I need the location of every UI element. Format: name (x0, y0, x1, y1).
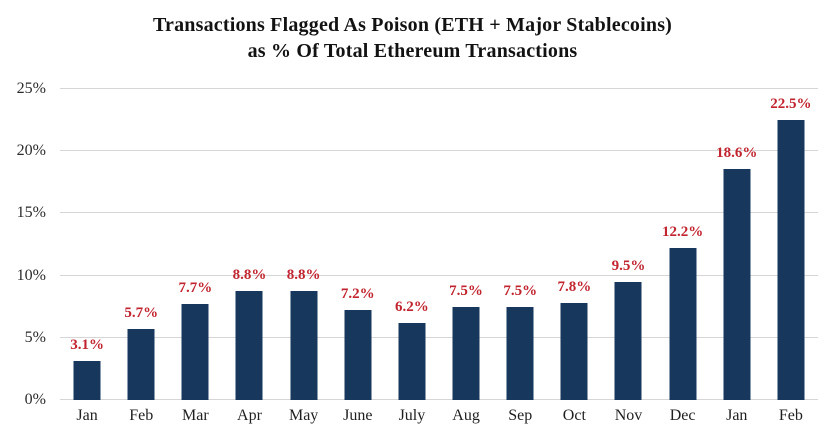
y-axis: 0% 5% 10% 15% 20% 25% (0, 80, 46, 408)
bar-value-label: 22.5% (770, 96, 812, 113)
bar (669, 248, 697, 400)
bar-column: 5.7% (114, 89, 168, 400)
x-tick-label: Mar (182, 407, 209, 424)
x-tick-label: Jan (726, 407, 748, 424)
bar (235, 290, 263, 400)
plot-area: 3.1% 5.7% 7.7% 8.8% 8.8% 7.2% 6.2% 7.5% 7.5% 7.8%… (60, 88, 818, 400)
y-tick-label: 5% (24, 328, 46, 346)
bar (452, 306, 480, 400)
bar (127, 329, 155, 400)
bar-column: 12.2% (656, 89, 710, 400)
gridline (60, 150, 818, 152)
bar (723, 168, 751, 400)
bar-value-label: 6.2% (395, 298, 429, 315)
x-tick-label: Feb (129, 407, 154, 424)
y-tick-label: 20% (16, 142, 46, 160)
bar-column: 7.7% (168, 89, 222, 400)
bar (398, 322, 426, 400)
bar-column: 18.6% (710, 89, 764, 400)
y-tick-label: 25% (16, 80, 46, 97)
y-tick-label: 15% (16, 204, 46, 222)
x-tick-label: June (343, 407, 373, 424)
bar-value-label: 3.1% (70, 337, 104, 354)
x-tick-label: Oct (562, 407, 586, 424)
bar-value-label: 7.5% (449, 282, 483, 299)
x-tick-label: Apr (237, 407, 262, 424)
bars-row: 3.1% 5.7% 7.7% 8.8% 8.8% 7.2% 6.2% 7.5% 7.5% 7.8%… (60, 89, 818, 400)
bar-value-label: 9.5% (611, 257, 646, 274)
chart-title: Transactions Flagged As Poison (ETH + Ma… (0, 12, 825, 64)
bar-value-label: 7.2% (340, 286, 375, 303)
bar (560, 302, 588, 400)
bar (777, 120, 805, 400)
bar (344, 310, 372, 400)
gridline (60, 336, 818, 338)
gridline (60, 399, 818, 400)
bar (181, 304, 209, 400)
bar-column: 7.8% (547, 89, 601, 400)
x-tick-label: Feb (778, 407, 803, 424)
bar-value-label: 7.5% (503, 282, 538, 299)
bar-value-label: 8.8% (232, 266, 267, 283)
bar (73, 361, 101, 400)
bar-value-label: 5.7% (124, 305, 159, 322)
x-tick-label: July (398, 407, 426, 424)
bar (614, 281, 642, 400)
x-tick-label: Sep (508, 407, 533, 424)
bar-value-label: 7.7% (178, 280, 213, 297)
bar-value-label: 7.8% (557, 278, 592, 295)
x-tick-label: Jan (76, 407, 98, 424)
y-tick-label: 0% (24, 391, 46, 408)
bar-value-label: 18.6% (716, 144, 758, 161)
bar-column: 22.5% (764, 89, 818, 400)
bar (506, 306, 534, 400)
bar-column: 7.5% (493, 89, 547, 400)
chart-title-line1: Transactions Flagged As Poison (ETH + Ma… (152, 14, 673, 36)
bar-column: 8.8% (222, 89, 276, 400)
bar-column: 7.5% (439, 89, 493, 400)
gridline (60, 274, 818, 276)
bar-value-label: 8.8% (286, 266, 321, 283)
x-tick-label: Dec (669, 407, 696, 424)
x-axis: Jan Feb Mar Apr May June July Aug Sep Oct Nov Dec Ja… (60, 407, 818, 425)
bar-column: 9.5% (601, 89, 655, 400)
gridline (60, 88, 818, 89)
bar-column: 6.2% (385, 89, 439, 400)
bar-value-label: 12.2% (661, 224, 704, 241)
y-tick-label: 10% (16, 266, 46, 284)
x-tick-label: Aug (452, 407, 480, 424)
x-tick-label: Nov (614, 407, 643, 424)
bar (290, 290, 318, 400)
chart-title-line2: as % Of Total Ethereum Transactions (247, 40, 578, 62)
bar-column: 7.2% (331, 89, 385, 400)
x-tick-label: May (288, 407, 319, 424)
bar-column: 3.1% (60, 89, 114, 400)
gridline (60, 212, 818, 214)
bar-column: 8.8% (277, 89, 331, 400)
